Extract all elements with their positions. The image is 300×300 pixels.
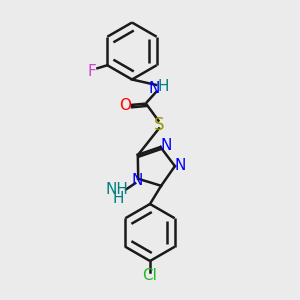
Text: N: N [175,158,186,173]
Text: H: H [157,79,169,94]
Text: Cl: Cl [142,268,158,284]
Text: S: S [154,116,164,134]
Text: H: H [113,191,124,206]
Text: N: N [149,81,160,96]
Text: N: N [160,138,172,153]
Text: F: F [87,64,96,79]
Text: NH: NH [105,182,128,197]
Text: N: N [131,173,142,188]
Text: O: O [119,98,131,112]
